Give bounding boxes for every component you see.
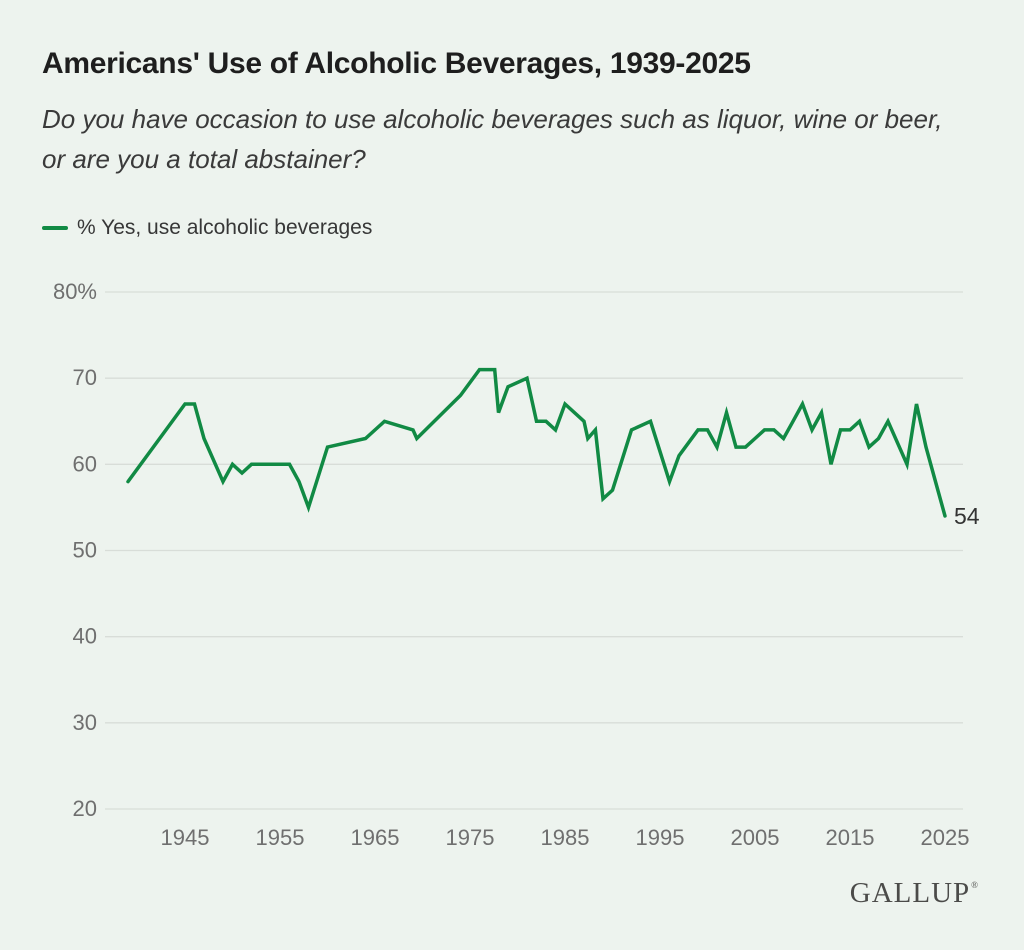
gallup-logo: GALLUP® bbox=[850, 877, 978, 910]
y-axis-tick-label: 80% bbox=[53, 279, 97, 304]
x-axis-tick-label: 1975 bbox=[446, 825, 495, 850]
legend-label: % Yes, use alcoholic beverages bbox=[77, 216, 373, 239]
chart-subtitle-line2: or are you a total abstainer? bbox=[42, 144, 366, 174]
x-axis-tick-label: 1995 bbox=[636, 825, 685, 850]
x-axis-tick-label: 2015 bbox=[826, 825, 875, 850]
legend-line-swatch-icon bbox=[42, 226, 68, 230]
y-axis-tick-label: 70 bbox=[73, 365, 97, 390]
legend: % Yes, use alcoholic beverages bbox=[42, 216, 372, 240]
y-axis-tick-label: 50 bbox=[73, 538, 97, 563]
y-axis-tick-label: 20 bbox=[73, 796, 97, 821]
y-axis-tick-label: 40 bbox=[73, 624, 97, 649]
chart-subtitle-line1: Do you have occasion to use alcoholic be… bbox=[42, 104, 943, 134]
x-axis-tick-label: 1955 bbox=[256, 825, 305, 850]
x-axis-tick-label: 1945 bbox=[161, 825, 210, 850]
chart-title: Americans' Use of Alcoholic Beverages, 1… bbox=[42, 47, 751, 80]
gallup-wordmark: GALLUP bbox=[849, 877, 971, 909]
trademark-icon: ® bbox=[971, 880, 978, 890]
y-axis-tick-label: 30 bbox=[73, 710, 97, 735]
trend-line bbox=[126, 367, 947, 518]
end-value-label: 54 bbox=[954, 503, 980, 529]
y-axis-tick-label: 60 bbox=[73, 451, 97, 476]
x-axis-tick-label: 2025 bbox=[921, 825, 970, 850]
x-axis-tick-label: 1965 bbox=[351, 825, 400, 850]
x-axis-tick-label: 1985 bbox=[541, 825, 590, 850]
x-axis-tick-label: 2005 bbox=[731, 825, 780, 850]
